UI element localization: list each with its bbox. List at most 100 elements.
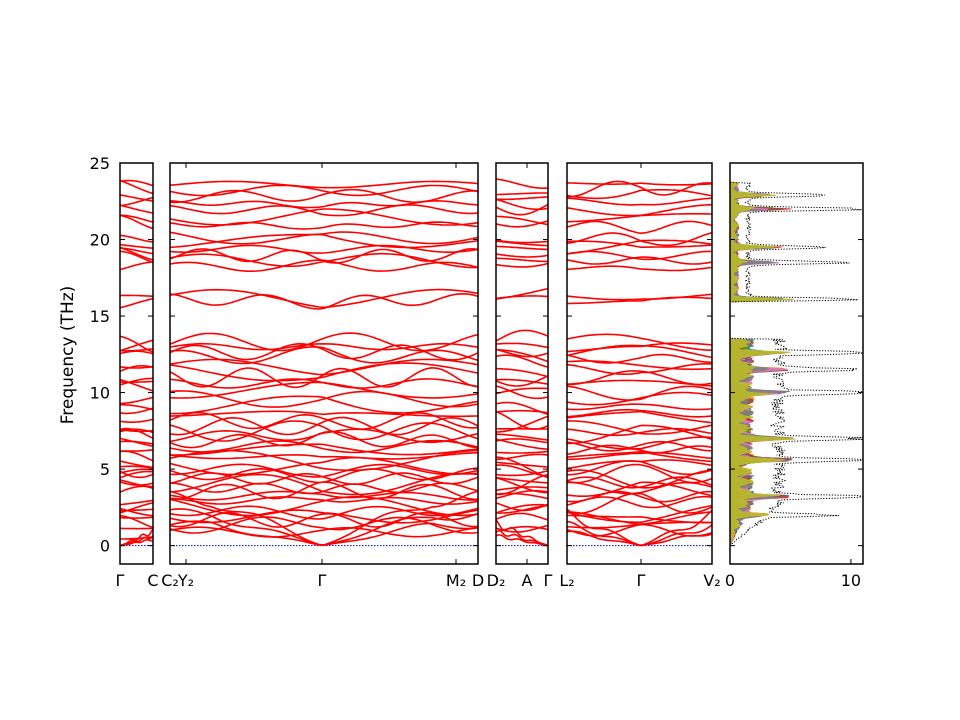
band-line — [496, 433, 548, 441]
band-line — [120, 481, 153, 486]
band-line — [567, 514, 712, 524]
band-line — [170, 208, 478, 226]
band-line — [170, 505, 478, 520]
band-line — [567, 420, 712, 435]
total-dos-curve — [730, 178, 863, 549]
band-line — [120, 470, 153, 479]
band-line — [496, 262, 548, 268]
band-line — [170, 180, 478, 189]
band-line — [496, 387, 548, 395]
band-line — [120, 470, 153, 479]
band-line — [496, 503, 548, 514]
band-line — [170, 509, 478, 524]
band-line — [496, 342, 548, 349]
band-line — [567, 481, 712, 497]
y-tick-label: 5 — [100, 460, 110, 479]
dos-x-tick-label: 0 — [725, 571, 735, 590]
band-line — [567, 391, 712, 406]
band-panel-l2-v2: L₂ Γ V₂ — [559, 162, 721, 590]
band-line — [120, 365, 153, 373]
band-line — [120, 214, 153, 230]
band-line — [567, 293, 712, 301]
band-line — [496, 512, 548, 521]
band-line — [567, 459, 712, 470]
band-line — [170, 526, 478, 538]
band-line — [120, 194, 153, 202]
band-line — [567, 182, 712, 186]
band-line — [120, 440, 153, 445]
band-line — [170, 259, 478, 272]
k-point-label: Γ — [116, 571, 125, 590]
band-line — [567, 265, 712, 272]
band-line — [120, 243, 153, 249]
band-line — [496, 239, 548, 244]
band-line — [170, 395, 478, 415]
band-line — [120, 536, 153, 540]
band-line — [120, 377, 153, 386]
band-line — [120, 499, 153, 506]
band-line — [120, 380, 153, 383]
band-line — [496, 348, 548, 358]
band-line — [567, 385, 712, 401]
band-line — [120, 450, 153, 462]
band-line — [170, 188, 478, 204]
panel-frame — [495, 162, 549, 565]
band-line — [120, 418, 153, 423]
band-line — [170, 231, 478, 245]
frequency-axis: 0 5 10 15 20 25 — [90, 154, 110, 556]
band-line — [120, 407, 153, 415]
band-panel-c2-d: C₂ Y₂ Γ M₂ D — [161, 162, 484, 590]
band-line — [496, 287, 548, 300]
k-point-label: Y₂ — [177, 571, 194, 590]
band-line — [496, 453, 548, 461]
band-line — [170, 199, 478, 209]
band-line — [496, 329, 548, 342]
panel-frame — [169, 162, 479, 565]
k-point-label: Γ — [637, 571, 646, 590]
band-line — [496, 469, 548, 477]
acoustic-branch — [496, 519, 548, 547]
band-line — [170, 496, 478, 505]
band-panel-d2-gamma: D₂ A Γ — [487, 162, 553, 590]
band-line — [496, 476, 548, 484]
band-line — [496, 245, 548, 251]
k-point-label: Γ — [544, 571, 553, 590]
band-line — [496, 461, 548, 468]
band-line — [170, 362, 478, 382]
band-line — [120, 179, 153, 187]
band-line — [120, 516, 153, 519]
band-line — [170, 342, 478, 351]
band-line — [496, 196, 548, 201]
band-line — [496, 477, 548, 494]
band-line — [496, 524, 548, 533]
band-line — [567, 342, 712, 353]
dos-frame — [729, 162, 864, 565]
band-line — [567, 231, 712, 247]
band-line — [170, 342, 478, 361]
band-line — [170, 390, 478, 408]
band-line — [170, 456, 478, 476]
k-point-label: D₂ — [487, 571, 506, 590]
band-line — [170, 451, 478, 460]
band-line — [496, 411, 548, 430]
band-line — [170, 463, 478, 478]
band-line — [496, 385, 548, 400]
band-line — [170, 233, 478, 249]
band-line — [496, 253, 548, 258]
band-line — [496, 401, 548, 416]
band-line — [496, 450, 548, 454]
k-point-label: M₂ — [446, 571, 466, 590]
band-line — [170, 411, 478, 430]
band-line — [170, 428, 478, 444]
band-line — [120, 468, 153, 474]
band-line — [120, 378, 153, 392]
band-line — [567, 189, 712, 200]
band-line — [170, 288, 478, 309]
band-line — [496, 438, 548, 450]
band-line — [567, 353, 712, 364]
y-axis-label: Frequency (THz) — [58, 286, 78, 425]
band-line — [120, 250, 153, 264]
band-line — [120, 179, 153, 195]
dos-x-tick-label: 10 — [841, 571, 861, 590]
band-line — [567, 203, 712, 217]
